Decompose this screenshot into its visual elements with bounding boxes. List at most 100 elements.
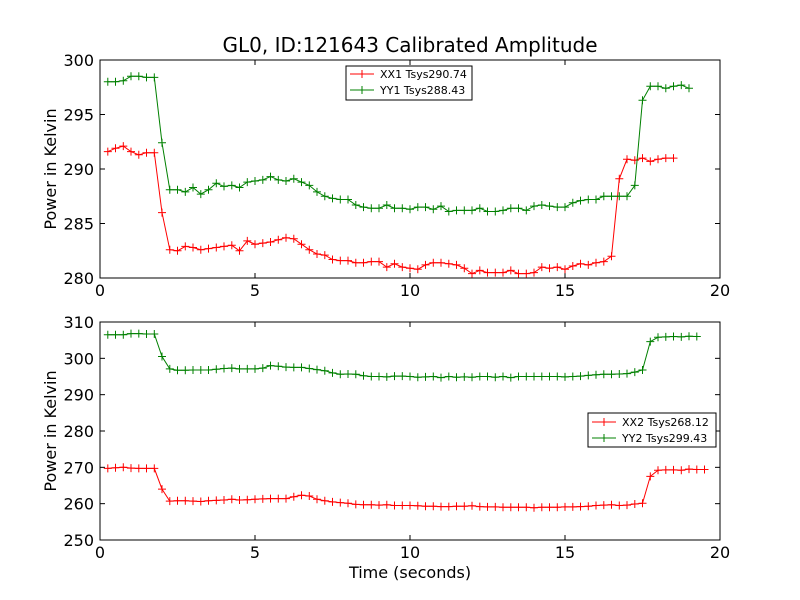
bottom-series-1-point (282, 363, 290, 372)
bottom-series-1-point (499, 372, 507, 381)
top-series-0-point (545, 264, 554, 273)
top-series-1-point (142, 73, 151, 82)
top-series-0-point (196, 245, 205, 254)
bottom-series-0-point (134, 464, 143, 473)
bottom-series-1-point (103, 330, 112, 339)
bottom-series-0-point (220, 496, 228, 504)
bottom-series-0-point (468, 501, 476, 510)
bottom-series-0-point (289, 492, 298, 501)
bottom-axis-ticks: 0 5 10 15 20 250 260 270 280 290 300 310 (63, 313, 730, 562)
bottom-series-0-point (127, 464, 135, 473)
top-series-0-point (367, 257, 376, 266)
top-series-0-point (506, 266, 515, 275)
bottom-series-1-point (537, 372, 546, 381)
top-series-0-point (165, 245, 174, 254)
top-series-1-point (553, 203, 562, 212)
bottom-series-1-point (212, 365, 221, 374)
top-series-0-point (142, 148, 151, 157)
bottom-series-0-point (460, 502, 469, 511)
bottom-series-0-point (111, 463, 120, 472)
bottom-series-0-point (165, 497, 174, 506)
bottom-series-0-point (173, 496, 182, 505)
top-series-0-point (351, 258, 360, 267)
top-series-0-point (243, 236, 252, 245)
top-series-1-point (134, 72, 143, 81)
top-series-1-point (196, 190, 205, 199)
top-series-0-point (305, 245, 314, 254)
bottom-series-1-point (398, 372, 407, 381)
bottom-series-0-point (158, 485, 166, 494)
bottom-series-1-point (351, 370, 360, 379)
top-series-1-point (599, 192, 608, 201)
bottom-series-0-point (320, 496, 329, 505)
bottom-series-0-point (227, 495, 236, 504)
bottom-series-1-point (615, 370, 624, 378)
bottom-series-0-point (615, 501, 624, 510)
top-legend-marker-xx1 (358, 70, 366, 78)
top-series-1-point (243, 178, 252, 187)
bottom-series-0-point (584, 502, 593, 511)
bottom-x-tick-label: 20 (710, 543, 730, 562)
top-series-0-point (568, 262, 577, 270)
bottom-series-0-point (592, 501, 600, 510)
top-series-1-point (406, 205, 414, 214)
top-series-0-point (189, 243, 197, 252)
bottom-series-0-point (685, 465, 693, 474)
top-legend-marker-yy1 (358, 86, 366, 94)
top-series-1-point (444, 207, 453, 216)
bottom-series-0-point (235, 496, 244, 504)
top-x-tick-label: 0 (95, 281, 105, 300)
top-series-1-point (568, 198, 577, 207)
top-series-0-point (119, 142, 128, 151)
top-series-1-point (328, 194, 337, 203)
top-series-1-point (289, 174, 298, 183)
bottom-series-1-point (654, 333, 662, 342)
bottom-legend-label-yy2: YY2 Tsys299.43 (621, 432, 707, 445)
bottom-series-0-point (367, 500, 376, 509)
bottom-series-1-point (406, 372, 414, 381)
bottom-series-0-point (437, 502, 445, 511)
bottom-series-0-point (103, 464, 112, 473)
top-series-1-point (367, 204, 376, 213)
bottom-series-1-point (661, 332, 670, 341)
top-series-0-point (592, 258, 600, 267)
bottom-series-1-point (677, 332, 686, 341)
bottom-series-0-point (297, 491, 306, 500)
top-series-1-point (685, 84, 693, 93)
top-x-tick-label: 15 (555, 281, 575, 300)
bottom-series-1-point (220, 364, 228, 373)
bottom-series-1-point (181, 366, 190, 375)
bottom-series-0-point (545, 503, 554, 512)
bottom-y-axis-label: Power in Kelvin (41, 370, 60, 491)
top-series-0-point (220, 242, 228, 251)
bottom-series-1-point (173, 366, 182, 375)
top-y-tick-label: 280 (63, 269, 94, 288)
top-series-0-point (328, 255, 337, 264)
top-series-1-point (460, 206, 469, 215)
bottom-series-0-point (700, 465, 709, 474)
top-series-1-point (499, 206, 507, 215)
bottom-series-1-point (382, 372, 391, 381)
top-series-0-point (553, 263, 562, 272)
top-x-tick-label: 5 (250, 281, 260, 300)
top-series-1-point (646, 82, 655, 91)
top-series-1-point (305, 181, 314, 190)
top-series-0-point (522, 269, 531, 278)
bottom-series-1-point (444, 372, 453, 381)
top-series-0-point (111, 144, 120, 153)
bottom-series-0-point (243, 495, 252, 504)
bottom-series-0-point (537, 503, 546, 512)
top-y-tick-label: 285 (63, 215, 94, 234)
bottom-series-1-point (227, 364, 236, 373)
top-series-1-point (235, 183, 244, 192)
bottom-series-0-point (491, 502, 500, 511)
top-series-0-point (134, 150, 143, 159)
top-series-0-point (444, 259, 453, 268)
bottom-series-0-point (444, 502, 453, 511)
top-series-1-point (468, 206, 476, 215)
bottom-series-0-point (452, 502, 461, 511)
top-series-0-point (235, 246, 244, 255)
top-series-1-point (654, 82, 662, 91)
top-series-0-point (661, 154, 670, 163)
